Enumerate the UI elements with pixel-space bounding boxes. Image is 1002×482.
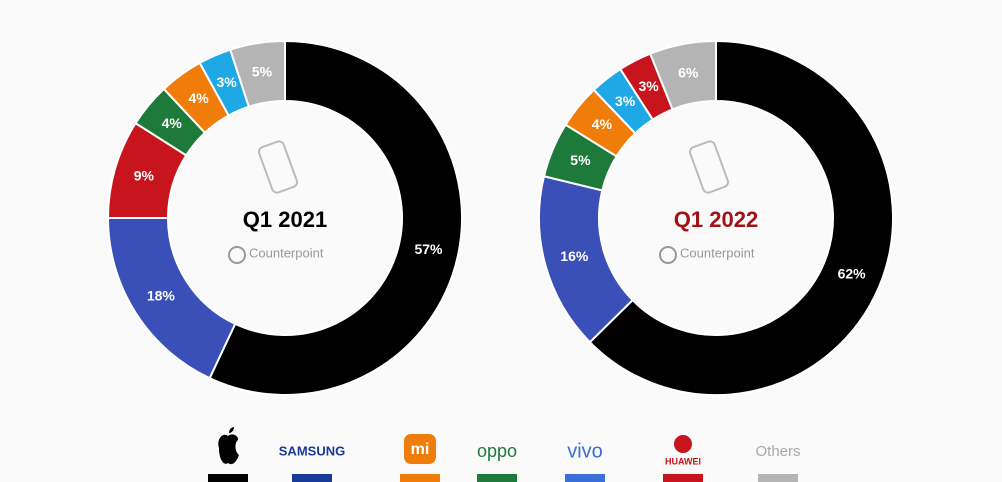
chart-title: Q1 2021 [243,207,327,232]
value-label: 5% [252,64,273,80]
legend-label: HUAWEI [665,456,701,466]
legend-label: SAMSUNG [279,443,345,458]
legend-swatch [565,474,605,482]
slice [229,39,286,108]
chart-title: Q1 2022 [674,207,758,232]
value-label: 4% [188,90,209,106]
watermark: Counterpoint [249,245,324,260]
value-label: 4% [162,115,183,131]
legend-label: mi [411,441,430,458]
value-label: 6% [678,64,699,80]
value-label: 5% [570,152,591,168]
value-label: 18% [147,287,176,303]
legend-label: oppo [477,441,517,461]
legend-swatch [477,474,517,482]
value-label: 9% [134,168,155,184]
value-label: 3% [639,78,660,94]
watermark: Counterpoint [680,245,755,260]
legend-swatch [400,474,440,482]
phone-icon [688,140,730,194]
value-label: 57% [414,241,443,257]
legend-swatch [663,474,703,482]
value-label: 4% [592,116,613,132]
value-label: 16% [560,248,589,264]
legend-label: Others [755,443,800,460]
mi-logo-bg [404,434,436,464]
apple-logo [218,427,239,465]
watermark-icon [228,246,246,264]
legend-swatch [758,474,798,482]
slice [648,39,717,111]
slice [588,39,894,396]
legend-swatch [208,474,248,482]
legend-label: vivo [567,440,603,462]
slice [208,39,463,396]
watermark-icon [659,246,677,264]
phone-icon [257,140,299,194]
legend-swatch [292,474,332,482]
value-label: 62% [838,265,867,281]
value-label: 3% [217,74,238,90]
value-label: 3% [615,93,636,109]
huawei-icon [674,435,692,453]
